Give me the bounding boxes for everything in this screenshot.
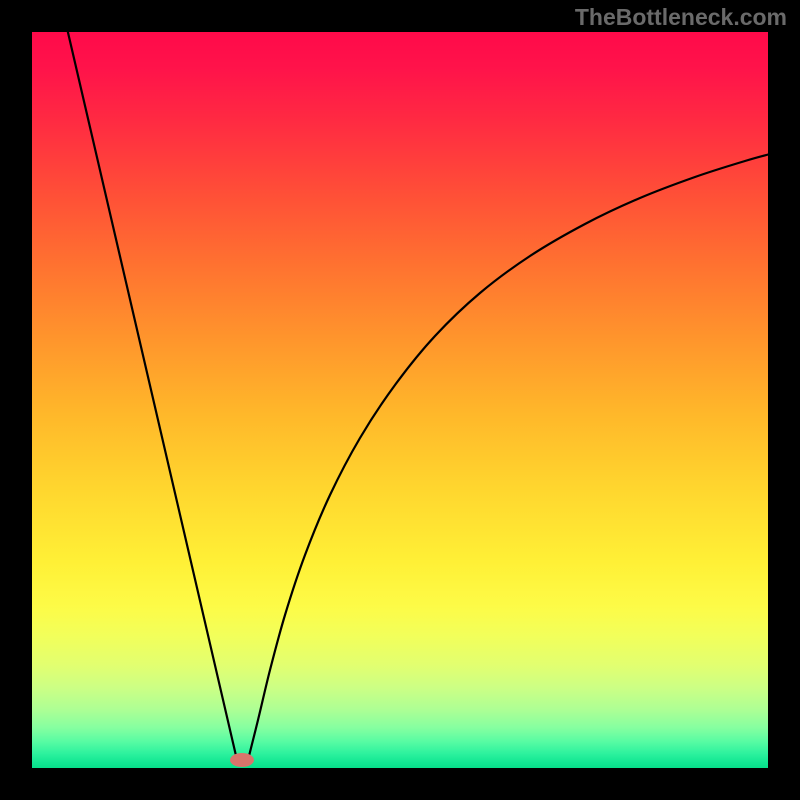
chart-container: TheBottleneck.com <box>0 0 800 800</box>
vertex-marker <box>230 753 254 767</box>
curve-right-branch <box>248 154 770 760</box>
curve-left-branch <box>63 11 237 760</box>
curve-layer <box>0 0 800 800</box>
watermark-text: TheBottleneck.com <box>575 4 787 31</box>
